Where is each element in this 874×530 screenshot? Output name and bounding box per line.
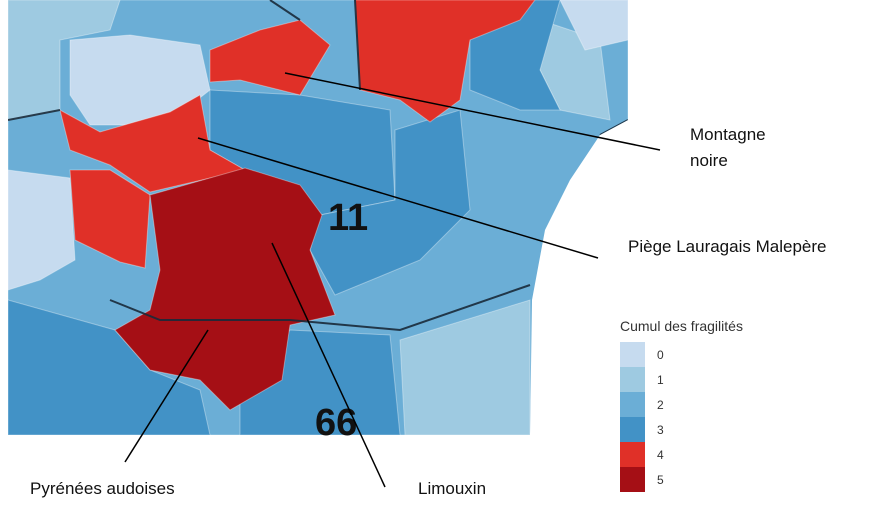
legend-item: 2: [620, 392, 743, 417]
annotation-line-pyrenees: [124, 329, 209, 463]
legend-item: 5: [620, 467, 743, 492]
annotation-montagne-noire: Montagne noire: [690, 122, 766, 174]
region-level-4: [354, 0, 536, 123]
annotation-text: Montagne: [690, 125, 766, 144]
region-level-3: [309, 109, 471, 296]
legend-label: 1: [657, 372, 664, 387]
annotation-text: noire: [690, 151, 728, 170]
annotation-line-piege: [197, 137, 599, 259]
legend-swatch: [620, 442, 645, 467]
region-level-1: [399, 299, 531, 435]
region-level-0: [559, 0, 628, 51]
legend-item: 0: [620, 342, 743, 367]
department-label-11: 11: [328, 197, 368, 239]
legend-swatch: [620, 342, 645, 367]
region-level-4-piege-lauragais: [59, 94, 247, 193]
legend-label: 3: [657, 422, 664, 437]
legend-label: 4: [657, 447, 664, 462]
legend-label: 5: [657, 472, 664, 487]
legend-item: 4: [620, 442, 743, 467]
legend-title: Cumul des fragilités: [620, 318, 743, 334]
region-level-0: [8, 169, 76, 291]
legend-swatch: [620, 392, 645, 417]
annotation-limouxin: Limouxin: [418, 479, 487, 498]
annotation-piege-lauragais-malepere: Piège Lauragais Malepère: [628, 237, 827, 256]
department-border: [8, 0, 628, 332]
legend-swatch: [620, 417, 645, 442]
annotation-line-limouxin: [271, 242, 386, 488]
department-label-66: 66: [315, 402, 357, 444]
legend-label: 0: [657, 347, 664, 362]
legend-label: 2: [657, 397, 664, 412]
legend-item: 1: [620, 367, 743, 392]
region-level-4: [69, 169, 151, 269]
legend-swatch: [620, 367, 645, 392]
legend-item: 3: [620, 417, 743, 442]
region-level-5: [114, 167, 336, 411]
region-level-1: [8, 0, 121, 121]
annotation-line-montagne-noire: [284, 72, 661, 151]
legend: Cumul des fragilités 0 1 2 3 4 5: [620, 318, 743, 492]
legend-swatch: [620, 467, 645, 492]
annotation-pyrenees-audoises: Pyrénées audoises: [30, 479, 175, 498]
